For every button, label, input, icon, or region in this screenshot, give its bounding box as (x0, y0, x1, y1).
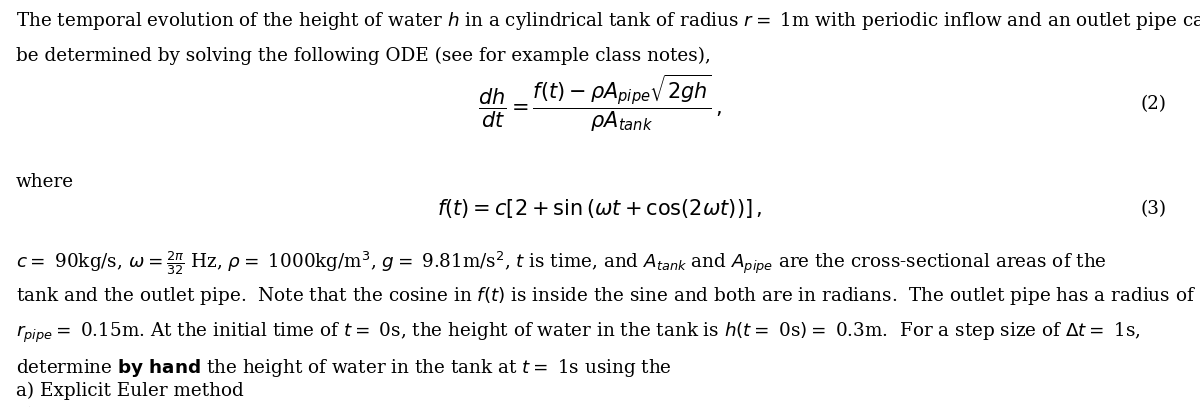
Text: determine $\mathbf{by\ hand}$ the height of water in the tank at $t = $ 1s using: determine $\mathbf{by\ hand}$ the height… (16, 357, 672, 379)
Text: (3): (3) (1140, 200, 1166, 218)
Text: a) Explicit Euler method: a) Explicit Euler method (16, 382, 244, 400)
Text: where: where (16, 173, 73, 191)
Text: $\dfrac{dh}{dt} = \dfrac{f(t) - \rho A_{pipe}\sqrt{2gh}}{\rho A_{tank}}\,,$: $\dfrac{dh}{dt} = \dfrac{f(t) - \rho A_{… (478, 73, 722, 134)
Text: $r_{pipe} = $ 0.15m. At the initial time of $t = $ 0s, the height of water in th: $r_{pipe} = $ 0.15m. At the initial time… (16, 321, 1140, 345)
Text: $f(t) = c\left[2 + \sin\left(\omega t + \cos(2\omega t)\right)\right]\,,$: $f(t) = c\left[2 + \sin\left(\omega t + … (437, 197, 763, 220)
Text: (2): (2) (1140, 95, 1166, 113)
Text: tank and the outlet pipe.  Note that the cosine in $f(t)$ is inside the sine and: tank and the outlet pipe. Note that the … (16, 285, 1195, 307)
Text: The temporal evolution of the height of water $h$ in a cylindrical tank of radiu: The temporal evolution of the height of … (16, 10, 1200, 32)
Text: be determined by solving the following ODE (see for example class notes),: be determined by solving the following O… (16, 47, 710, 65)
Text: $c = $ 90kg/s, $\omega = \frac{2\pi}{32}$ Hz, $\rho = $ 1000kg/m$^3$, $g = $ 9.8: $c = $ 90kg/s, $\omega = \frac{2\pi}{32}… (16, 249, 1106, 277)
